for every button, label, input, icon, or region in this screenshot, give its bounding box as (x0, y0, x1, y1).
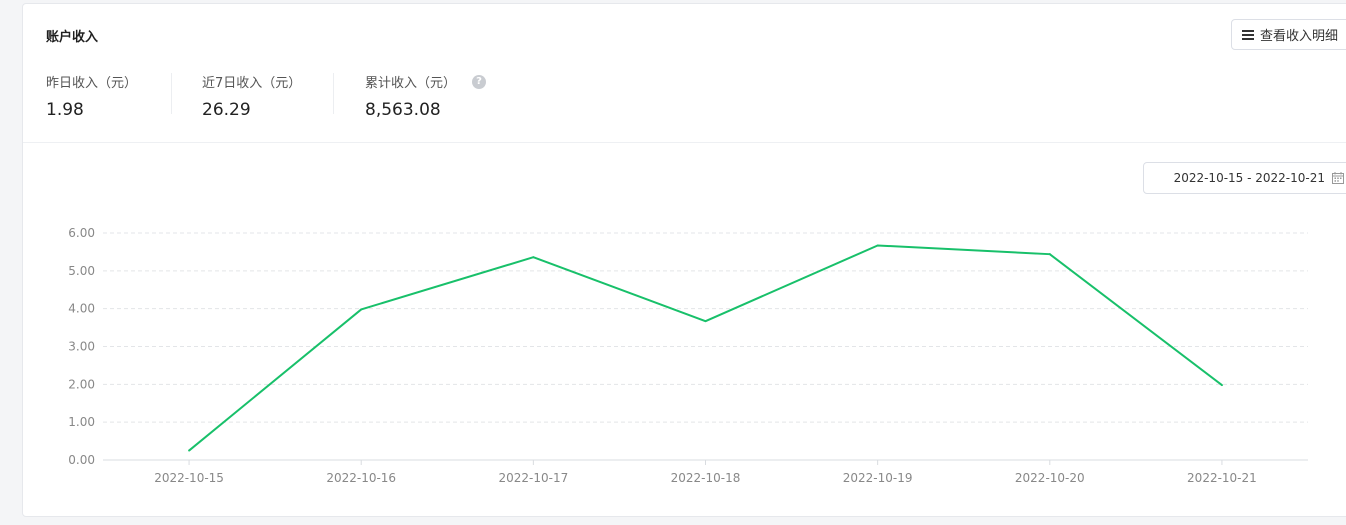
series-line (188, 244, 1223, 452)
data-point[interactable] (532, 256, 535, 259)
stat-total: 累计收入（元） ? 8,563.08 (365, 72, 487, 120)
x-tick-label: 2022-10-15 (154, 471, 224, 485)
stat-last7-label: 近7日收入（元） (202, 76, 302, 91)
x-tick-label: 2022-10-18 (671, 471, 741, 485)
stat-divider (333, 73, 334, 114)
y-tick-label: 0.00 (68, 453, 95, 467)
date-range-text: 2022-10-15 - 2022-10-21 (1173, 171, 1325, 185)
page-title: 账户收入 (46, 30, 99, 45)
stat-yesterday: 昨日收入（元） 1.98 (46, 72, 137, 120)
y-tick-label: 5.00 (68, 264, 95, 278)
y-tick-label: 6.00 (68, 226, 95, 240)
x-tick-label: 2022-10-21 (1187, 471, 1257, 485)
data-point[interactable] (188, 449, 191, 452)
stat-yesterday-value: 1.98 (46, 100, 84, 120)
stat-last7: 近7日收入（元） 26.29 (202, 72, 301, 120)
data-point[interactable] (1048, 253, 1051, 256)
view-income-detail-button[interactable]: 查看收入明细 (1231, 19, 1346, 50)
data-point[interactable] (1220, 384, 1223, 387)
x-tick-label: 2022-10-17 (498, 471, 568, 485)
data-point[interactable] (704, 320, 707, 323)
stat-yesterday-label: 昨日收入（元） (46, 76, 138, 91)
stat-total-label: 累计收入（元） (365, 76, 457, 91)
y-tick-label: 2.00 (68, 377, 95, 391)
view-income-detail-label: 查看收入明细 (1260, 29, 1339, 44)
y-tick-label: 1.00 (68, 415, 95, 429)
x-tick-label: 2022-10-19 (843, 471, 913, 485)
stat-last7-value: 26.29 (202, 100, 251, 120)
section-divider (23, 142, 1346, 143)
stat-total-label-row: 累计收入（元） ? (365, 72, 487, 91)
date-range-picker[interactable]: 2022-10-15 - 2022-10-21 (1143, 162, 1346, 194)
x-tick-label: 2022-10-16 (326, 471, 396, 485)
stat-total-value: 8,563.08 (365, 100, 441, 120)
data-point[interactable] (360, 308, 363, 311)
data-point[interactable] (876, 244, 879, 247)
help-icon[interactable]: ? (472, 74, 487, 89)
y-tick-label: 4.00 (68, 302, 95, 316)
x-tick-label: 2022-10-20 (1015, 471, 1085, 485)
income-card: 账户收入 查看收入明细 昨日收入（元） 1.98 近7日收入（元） 26.29 … (22, 3, 1346, 517)
stat-divider (171, 73, 172, 114)
menu-icon (1242, 29, 1254, 40)
income-line-chart: 0.00 1.00 2.00 3.00 4.00 5.00 6.00 2022-10-15 20… (68, 226, 1308, 485)
y-tick-label: 3.00 (68, 340, 95, 354)
calendar-icon (1332, 172, 1344, 184)
